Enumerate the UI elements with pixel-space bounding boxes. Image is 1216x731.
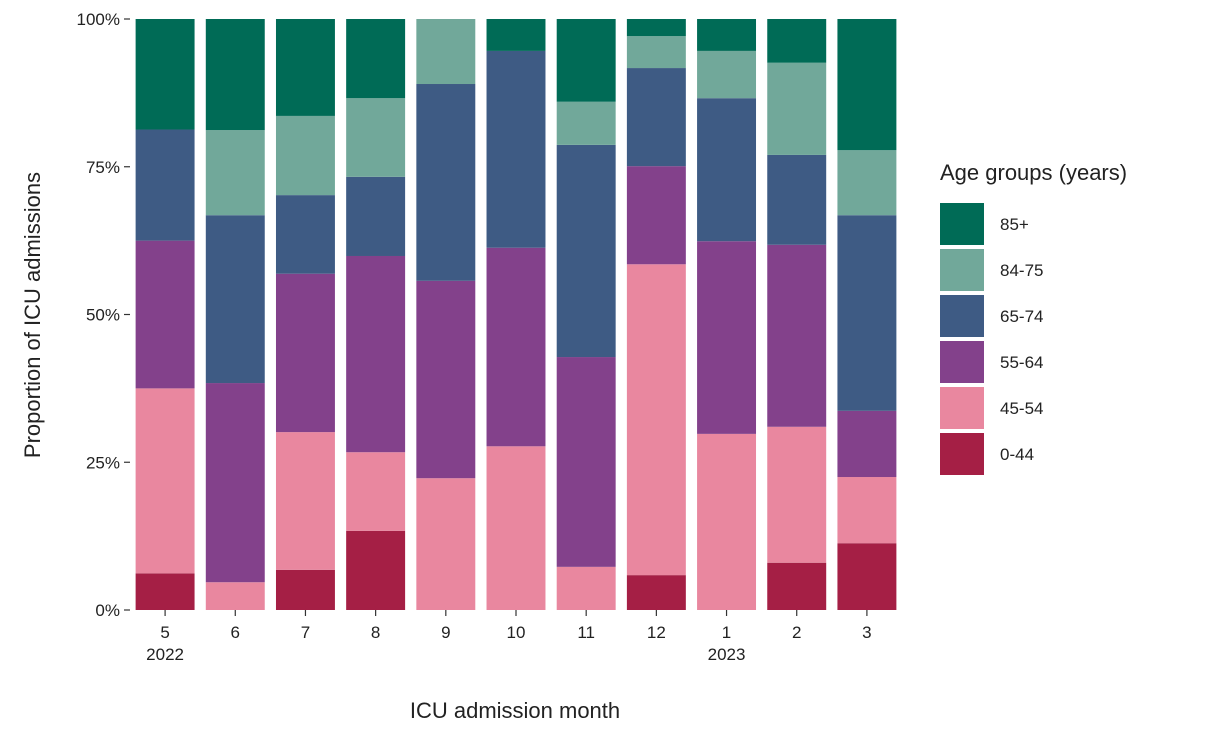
bar-segment: [767, 562, 827, 610]
bar-segment: [205, 215, 265, 384]
bar-segment: [205, 582, 265, 610]
bar-segment: [837, 19, 897, 151]
bar-segment: [416, 19, 476, 85]
bar-segment: [275, 273, 335, 433]
bar-segment: [556, 357, 616, 567]
bar-segment: [275, 195, 335, 274]
bar-segment: [416, 84, 476, 281]
bar-segment: [205, 130, 265, 216]
bar-segment: [837, 410, 897, 478]
bar-segment: [346, 176, 406, 256]
x-tick-label: 10: [507, 623, 526, 642]
y-tick-label: 75%: [86, 158, 120, 177]
bar-segment: [556, 19, 616, 102]
legend-title: Age groups (years): [940, 160, 1127, 185]
bar-segment: [697, 241, 757, 434]
legend-key: [940, 249, 984, 291]
bar-segment: [626, 264, 686, 576]
bar-segment: [275, 115, 335, 196]
bar-segment: [837, 215, 897, 411]
x-year-label: 2022: [146, 645, 184, 664]
bar-segment: [205, 383, 265, 583]
x-tick-label: 12: [647, 623, 666, 642]
x-year-label: 2023: [708, 645, 746, 664]
bar-segment: [275, 569, 335, 610]
bar-segment: [486, 446, 546, 610]
bar-segment: [346, 452, 406, 531]
bar-segment: [135, 19, 195, 130]
bar-segment: [416, 280, 476, 479]
bar-segment: [275, 432, 335, 570]
y-axis-title: Proportion of ICU admissions: [20, 172, 45, 458]
y-tick-label: 25%: [86, 453, 120, 472]
bar-segment: [135, 240, 195, 389]
x-tick-label: 11: [577, 623, 595, 642]
bar-segment: [346, 530, 406, 610]
bar-segment: [697, 98, 757, 242]
bar-segment: [486, 247, 546, 447]
y-tick-label: 50%: [86, 306, 120, 325]
bar-segment: [697, 50, 757, 99]
legend-key: [940, 387, 984, 429]
bar-segment: [697, 19, 757, 51]
bar-segment: [556, 101, 616, 145]
legend-label: 45-54: [1000, 399, 1043, 418]
y-tick-label: 0%: [95, 601, 120, 620]
legend-key: [940, 203, 984, 245]
legend-key: [940, 295, 984, 337]
bar-segment: [486, 19, 546, 51]
x-tick-label: 6: [231, 623, 240, 642]
bar-segment: [767, 154, 827, 245]
legend-label: 84-75: [1000, 261, 1043, 280]
x-tick-label: 5: [160, 623, 169, 642]
bar-segment: [556, 566, 616, 610]
legend-label: 55-64: [1000, 353, 1043, 372]
x-tick-label: 3: [862, 623, 871, 642]
bar-segment: [135, 573, 195, 610]
bar-segment: [135, 129, 195, 241]
bar-segment: [626, 19, 686, 37]
bar-segment: [205, 19, 265, 131]
bar-segment: [416, 478, 476, 610]
bar-segment: [837, 543, 897, 610]
legend-key: [940, 341, 984, 383]
bar-segment: [346, 255, 406, 453]
bar-segment: [837, 150, 897, 216]
x-tick-label: 1: [722, 623, 731, 642]
x-tick-label: 9: [441, 623, 450, 642]
bar-segment: [697, 433, 757, 610]
bar-segment: [767, 244, 827, 427]
bar-segment: [626, 36, 686, 69]
legend-label: 65-74: [1000, 307, 1043, 326]
x-tick-label: 8: [371, 623, 380, 642]
x-tick-label: 2: [792, 623, 801, 642]
x-axis-title: ICU admission month: [410, 698, 620, 723]
bar-segment: [626, 575, 686, 610]
bar-segment: [626, 68, 686, 167]
legend-key: [940, 433, 984, 475]
bar-segment: [837, 477, 897, 544]
bar-segment: [346, 98, 406, 177]
legend-label: 0-44: [1000, 445, 1034, 464]
bar-segment: [626, 166, 686, 265]
bar-segment: [556, 144, 616, 358]
bar-segment: [346, 19, 406, 99]
bar-segment: [767, 426, 827, 563]
y-tick-label: 100%: [77, 10, 120, 29]
bar-segment: [275, 19, 335, 116]
bar-segment: [767, 19, 827, 63]
legend-label: 85+: [1000, 215, 1029, 234]
x-tick-label: 7: [301, 623, 310, 642]
bar-segment: [767, 62, 827, 155]
bar-segment: [486, 50, 546, 248]
bar-segment: [135, 388, 195, 574]
